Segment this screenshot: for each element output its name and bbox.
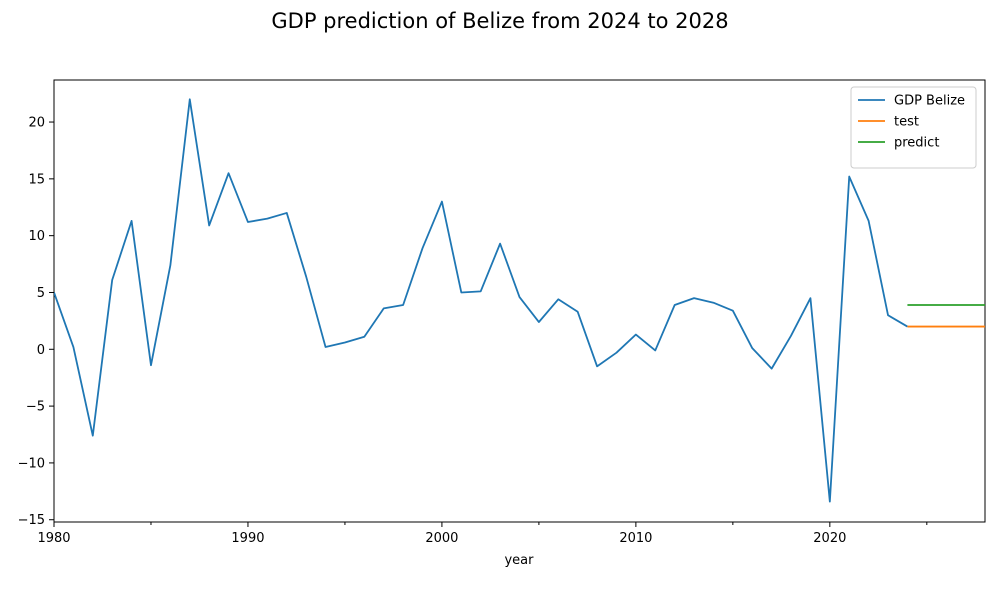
legend-label: GDP Belize [894, 94, 965, 109]
y-tick-label: −15 [18, 513, 45, 528]
x-tick-label: 2000 [425, 531, 458, 546]
y-tick-label: −5 [26, 400, 45, 415]
y-tick-label: 0 [37, 343, 45, 358]
y-tick-label: 15 [28, 172, 45, 187]
x-axis-label: year [504, 553, 534, 568]
x-tick-label: 1980 [37, 531, 70, 546]
plot-area [53, 79, 986, 523]
legend-label: test [894, 115, 919, 130]
chart-title: GDP prediction of Belize from 2024 to 20… [271, 9, 728, 33]
x-tick-label: 1990 [231, 531, 264, 546]
series-line-gdp-belize [54, 98, 908, 503]
legend-label: predict [894, 136, 939, 151]
plot-frame [53, 79, 986, 523]
legend: GDP Belize test predict [850, 86, 977, 169]
y-tick-label: 10 [28, 229, 45, 244]
y-tick-label: −10 [18, 456, 45, 471]
x-axis: 1980 1990 2000 2010 2020 [37, 522, 928, 546]
y-tick-label: 5 [37, 286, 45, 301]
y-tick-label: 20 [28, 116, 45, 131]
series-group [54, 98, 985, 503]
x-tick-label: 2020 [813, 531, 846, 546]
x-tick-label: 2010 [619, 531, 652, 546]
y-axis: −15 −10 −5 0 5 10 15 20 [18, 116, 54, 528]
legend-box [850, 86, 977, 169]
